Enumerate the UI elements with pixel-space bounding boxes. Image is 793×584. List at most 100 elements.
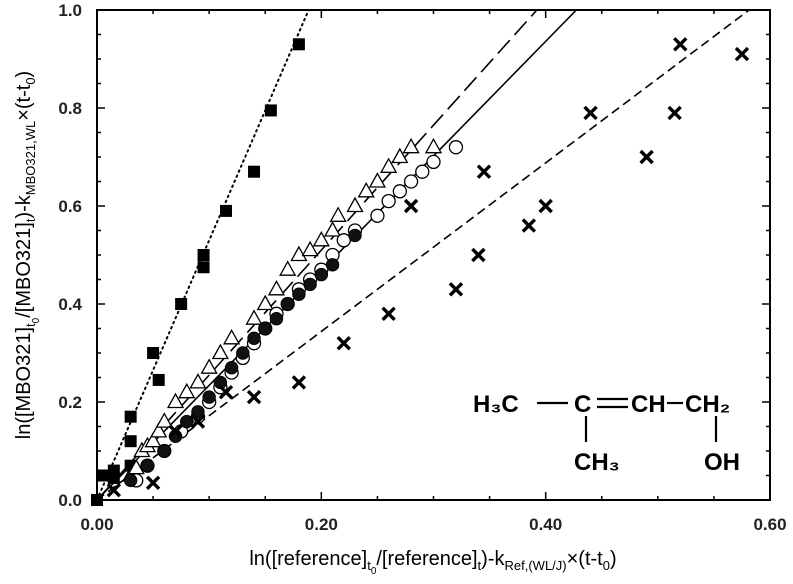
data-point-filled-square (96, 469, 109, 482)
data-point-filled-square (175, 298, 188, 310)
data-point-filled-square (292, 38, 305, 51)
data-point-cross (246, 389, 262, 405)
data-point-cross (583, 105, 598, 121)
data-point-open-triangle (323, 221, 342, 237)
structure-oh: OH (704, 449, 740, 476)
data-point-open-triangle (312, 230, 330, 247)
chemical-structure: H₃C C CH CH₂ CH₃ OH (473, 391, 740, 476)
data-point-filled-circle (236, 346, 250, 360)
data-point-filled-square (197, 261, 210, 274)
data-point-open-triangle (256, 294, 274, 311)
data-point-filled-square (248, 165, 261, 178)
data-point-cross (471, 247, 486, 263)
y-tick-label: 0.2 (58, 393, 82, 412)
data-point-filled-square (124, 410, 137, 423)
structure-ch3: CH₃ (574, 449, 620, 476)
data-point-filled-circle (224, 361, 239, 375)
data-point-filled-square (219, 204, 232, 217)
data-point-cross (336, 335, 351, 351)
data-point-filled-circle (325, 258, 340, 272)
y-tick-label: 0.4 (58, 295, 82, 314)
data-point-open-triangle (279, 260, 297, 276)
data-point-open-triangle (368, 172, 387, 188)
data-point-filled-circle (247, 331, 261, 345)
structure-ch2: CH₂ (685, 391, 730, 418)
data-point-open-triangle (267, 279, 286, 296)
data-point-open-triangle (144, 431, 162, 448)
data-point-filled-square (152, 373, 165, 386)
data-point-filled-circle (314, 267, 329, 282)
data-point-cross (639, 149, 654, 165)
data-point-open-triangle (391, 147, 409, 164)
data-point-filled-circle (269, 312, 284, 326)
data-point-cross (476, 164, 492, 179)
data-point-open-circle (336, 233, 351, 248)
y-tick-label: 1.0 (58, 1, 82, 20)
data-point-cross (168, 424, 183, 439)
data-point-open-circle (403, 174, 419, 189)
data-point-cross (734, 46, 750, 62)
data-point-cross (673, 37, 688, 52)
data-point-open-triangle (222, 328, 241, 345)
axis-ticks (96, 9, 771, 501)
data-point-open-circle (370, 208, 385, 223)
data-point-open-triangle (211, 343, 229, 360)
data-point-filled-square (124, 459, 137, 472)
y-tick-label: 0.0 (58, 491, 82, 510)
data-point-cross (106, 482, 122, 498)
data-point-filled-square (107, 471, 120, 484)
data-point-open-triangle (357, 181, 375, 198)
data-point-open-triangle (178, 382, 196, 399)
data-point-open-triangle (290, 245, 308, 262)
data-point-open-triangle (166, 392, 185, 409)
data-point-filled-circle (292, 287, 306, 301)
data-point-cross (403, 198, 419, 214)
y-tick-label: 0.8 (58, 99, 82, 118)
data-point-open-triangle (329, 206, 347, 222)
data-point-cross (538, 198, 553, 214)
x-tick-label: 0.60 (753, 515, 786, 534)
data-point-filled-circle (202, 390, 216, 404)
data-point-cross (667, 105, 682, 121)
data-point-open-circle (415, 164, 430, 179)
data-point-open-triangle (301, 240, 319, 257)
data-point-open-triangle (155, 412, 173, 428)
y-tick-label: 0.6 (58, 197, 82, 216)
data-point-filled-circle (180, 414, 194, 429)
data-point-cross (521, 218, 537, 233)
data-point-open-triangle (150, 422, 168, 438)
data-point-filled-circle (157, 444, 172, 458)
structure-h3c: H₃C (473, 391, 519, 418)
data-markers (91, 37, 750, 506)
structure-c: C (574, 391, 591, 418)
data-point-open-triangle (380, 157, 398, 173)
data-point-filled-square (124, 435, 137, 448)
data-point-open-circle (448, 140, 464, 155)
data-point-open-circle (426, 154, 441, 170)
x-tick-label: 0.40 (529, 515, 562, 534)
x-tick-label: 0.00 (80, 515, 113, 534)
data-point-filled-circle (348, 228, 362, 243)
data-point-filled-circle (303, 277, 317, 292)
data-point-cross (291, 375, 307, 390)
data-point-open-circle (381, 193, 396, 209)
data-point-filled-circle (140, 459, 155, 473)
data-point-filled-square (264, 104, 277, 117)
data-point-filled-square (197, 249, 210, 261)
data-point-filled-circle (280, 297, 295, 311)
data-point-filled-square (147, 347, 160, 359)
data-point-open-triangle (346, 196, 364, 213)
structure-ch: CH (631, 391, 666, 418)
data-point-open-triangle (200, 358, 218, 374)
data-point-filled-circle (191, 405, 205, 419)
y-axis-title: ln([MBO321]t0/[MBO321]t)-kMBO321,WL×(t-t… (13, 71, 42, 439)
data-point-cross (145, 475, 161, 491)
data-point-filled-circle (258, 321, 272, 336)
data-point-open-triangle (189, 373, 207, 389)
data-point-cross (381, 306, 396, 322)
tick-labels: 0.00 0.20 0.40 0.60 0.0 0.2 0.4 0.6 0.8 1.0 (58, 1, 786, 534)
data-point-open-circle (392, 184, 408, 199)
data-point-cross (448, 282, 464, 297)
data-point-open-triangle (424, 137, 443, 154)
